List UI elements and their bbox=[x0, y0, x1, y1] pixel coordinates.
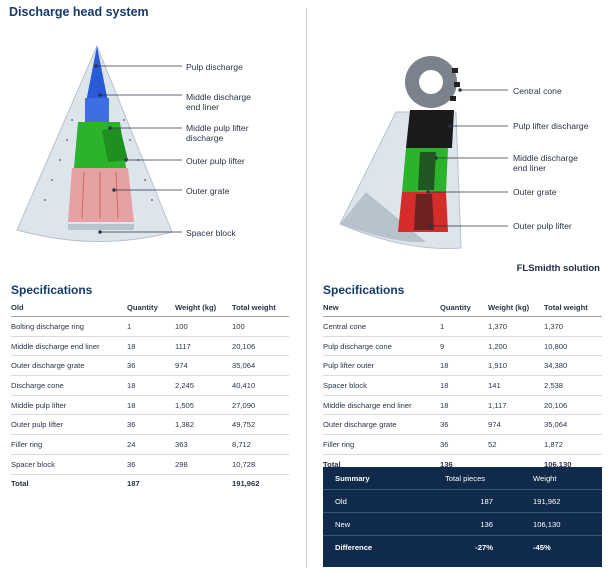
table-row: Spacer block 36 298 10,728 bbox=[11, 454, 289, 475]
callout-outer-pulp-lifter: Outer pulp lifter bbox=[186, 156, 245, 166]
old-spec-table: Old Quantity Weight (kg) Total weight Bo… bbox=[11, 298, 289, 493]
new-callout-lines bbox=[426, 88, 508, 228]
summary-col-weight: Weight bbox=[503, 467, 602, 490]
column-divider bbox=[306, 8, 307, 568]
new-spec-table: New Quantity Weight (kg) Total weight Ce… bbox=[323, 298, 602, 474]
table-row: Middle discharge end liner 18 1,117 20,106 bbox=[323, 395, 602, 416]
old-spec-title: Specifications bbox=[11, 283, 93, 297]
summary-panel: Summary Total pieces Weight Old 187 191,96… bbox=[323, 467, 602, 567]
callout-pulp-discharge: Pulp discharge bbox=[186, 62, 243, 72]
callout-outer-grate: Outer grate bbox=[186, 186, 230, 196]
table-row: Old 187 191,962 bbox=[323, 489, 602, 513]
new-col-weight: Weight (kg) bbox=[488, 298, 544, 317]
summary-col-pieces: Total pieces bbox=[433, 467, 503, 490]
total-row: Total 187 191,962 bbox=[11, 479, 260, 489]
brand-caption: FLSmidth solution bbox=[516, 263, 600, 274]
difference-row: Difference -27% -45% bbox=[335, 542, 551, 552]
table-row: Pulp lifter outer 18 1,910 34,380 bbox=[323, 355, 602, 377]
old-col-weight: Weight (kg) bbox=[175, 298, 232, 317]
new-col-total: Total weight bbox=[544, 298, 602, 317]
callout-middle-discharge-end-liner: Middle discharge end liner bbox=[186, 92, 251, 112]
new-col-quantity: Quantity bbox=[440, 298, 488, 317]
new-discharge-head-illustration bbox=[339, 56, 462, 249]
total-row: Total 136 106,130 bbox=[323, 459, 572, 469]
table-row: Spacer block 18 141 2,538 bbox=[323, 375, 602, 396]
callout-spacer-block: Spacer block bbox=[186, 228, 236, 238]
summary-col-label: Summary bbox=[323, 467, 433, 490]
old-discharge-head-illustration bbox=[16, 44, 173, 243]
table-row: Outer pulp lifter 36 1,382 49,752 bbox=[11, 414, 289, 436]
new-col-item: New bbox=[323, 298, 440, 317]
old-col-total: Total weight bbox=[232, 298, 289, 317]
old-col-item: Old bbox=[11, 298, 127, 317]
table-row: Bolting discharge ring 1 100 100 bbox=[11, 316, 289, 337]
table-row: Filler ring 36 52 1,872 bbox=[323, 434, 602, 455]
callout-new-outer-grate: Outer grate bbox=[513, 187, 557, 197]
table-row: Middle discharge end liner 18 1117 20,106 bbox=[11, 336, 289, 357]
old-col-quantity: Quantity bbox=[127, 298, 175, 317]
page-title: Discharge head system bbox=[9, 5, 149, 19]
callout-new-outer-pulp-lifter: Outer pulp lifter bbox=[513, 221, 572, 231]
table-row: Outer discharge grate 36 974 35,064 bbox=[323, 414, 602, 436]
table-row: Pulp discharge cone 9 1,200 10,800 bbox=[323, 336, 602, 357]
new-spec-title: Specifications bbox=[323, 283, 405, 297]
table-row: Discharge cone 18 2,245 40,410 bbox=[11, 375, 289, 396]
callout-central-cone: Central cone bbox=[513, 86, 562, 96]
callout-new-middle-discharge-end-liner: Middle discharge end liner bbox=[513, 153, 578, 173]
table-row: New 136 106,130 bbox=[323, 512, 602, 536]
table-row: Central cone 1 1,370 1,370 bbox=[323, 316, 602, 337]
callout-pulp-lifter-discharge: Pulp lifter discharge bbox=[513, 121, 589, 131]
callout-middle-pulp-lifter-discharge: Middle pulp lifter discharge bbox=[186, 123, 249, 143]
table-row: Filler ring 24 363 8,712 bbox=[11, 434, 289, 455]
old-callout-lines bbox=[94, 64, 182, 234]
table-row: Middle pulp lifter 18 1,505 27,090 bbox=[11, 395, 289, 416]
table-row: Outer discharge grate 36 974 35,064 bbox=[11, 355, 289, 377]
